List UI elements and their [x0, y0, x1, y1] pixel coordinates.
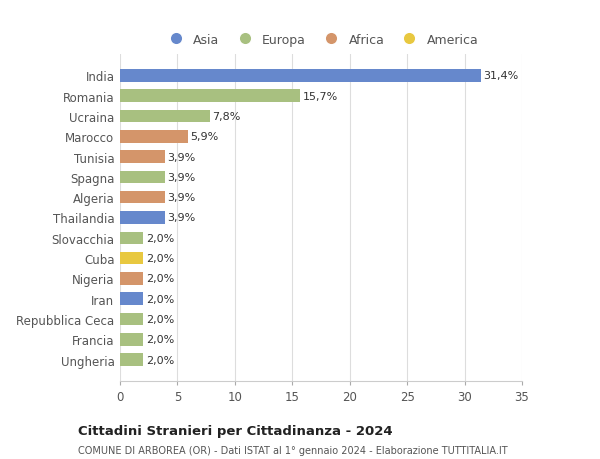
Bar [120, 232, 143, 245]
Bar [120, 212, 165, 224]
Text: 15,7%: 15,7% [303, 91, 338, 101]
Text: 2,0%: 2,0% [146, 355, 174, 365]
Text: 2,0%: 2,0% [146, 253, 174, 263]
Text: 31,4%: 31,4% [484, 71, 519, 81]
Bar [120, 252, 143, 265]
Text: 3,9%: 3,9% [167, 173, 196, 183]
Bar [120, 333, 143, 346]
Bar [120, 171, 165, 184]
Bar [120, 273, 143, 285]
Bar [120, 90, 301, 103]
Bar [120, 353, 143, 366]
Text: 3,9%: 3,9% [167, 213, 196, 223]
Text: 7,8%: 7,8% [212, 112, 241, 122]
Bar [120, 111, 209, 123]
Bar [120, 70, 481, 83]
Text: 3,9%: 3,9% [167, 152, 196, 162]
Text: COMUNE DI ARBOREA (OR) - Dati ISTAT al 1° gennaio 2024 - Elaborazione TUTTITALIA: COMUNE DI ARBOREA (OR) - Dati ISTAT al 1… [78, 445, 508, 455]
Text: 2,0%: 2,0% [146, 233, 174, 243]
Text: 2,0%: 2,0% [146, 294, 174, 304]
Legend: Asia, Europa, Africa, America: Asia, Europa, Africa, America [158, 29, 484, 52]
Text: Cittadini Stranieri per Cittadinanza - 2024: Cittadini Stranieri per Cittadinanza - 2… [78, 425, 392, 437]
Bar [120, 151, 165, 163]
Bar [120, 131, 188, 143]
Bar [120, 293, 143, 305]
Bar [120, 313, 143, 325]
Bar [120, 191, 165, 204]
Text: 3,9%: 3,9% [167, 193, 196, 203]
Text: 2,0%: 2,0% [146, 335, 174, 345]
Text: 2,0%: 2,0% [146, 274, 174, 284]
Text: 2,0%: 2,0% [146, 314, 174, 325]
Text: 5,9%: 5,9% [191, 132, 219, 142]
